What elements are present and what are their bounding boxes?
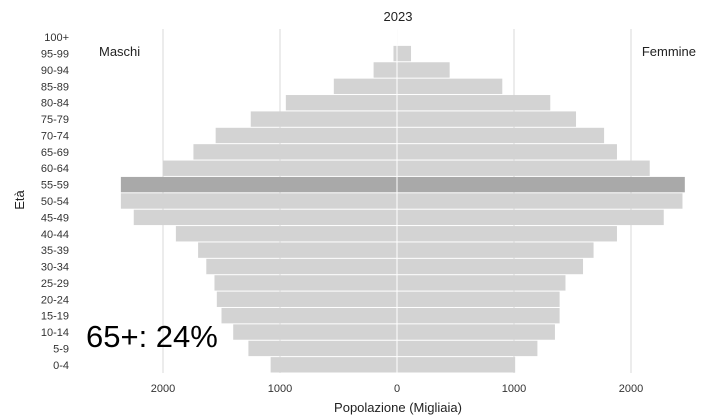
y-tick-label: 35-39 — [41, 245, 69, 257]
bar-male-15-19 — [221, 307, 397, 324]
x-tick-label: 1000 — [502, 383, 526, 395]
x-tick-label: 2000 — [619, 383, 643, 395]
bar-female-95-99 — [397, 45, 412, 62]
x-tick-label: 2000 — [151, 383, 175, 395]
bar-male-45-49 — [133, 209, 397, 226]
bar-male-65-69 — [193, 144, 397, 160]
y-tick-label: 50-54 — [41, 196, 69, 208]
bar-female-55-59 — [397, 176, 685, 193]
y-tick-label: 20-24 — [41, 294, 69, 306]
y-tick-label: 45-49 — [41, 212, 69, 224]
y-tick-label: 75-79 — [41, 114, 69, 126]
y-tick-label: 85-89 — [41, 81, 69, 93]
bar-male-50-54 — [120, 193, 397, 209]
y-tick-label: 95-99 — [41, 49, 69, 61]
bar-female-40-44 — [397, 226, 617, 242]
bars — [120, 29, 685, 373]
bar-female-35-39 — [397, 242, 594, 258]
bar-female-15-19 — [397, 307, 560, 324]
bar-female-75-79 — [397, 111, 577, 127]
bar-male-70-74 — [215, 127, 397, 144]
bar-female-80-84 — [397, 95, 551, 111]
bar-male-5-9 — [248, 340, 397, 357]
y-tick-label: 40-44 — [41, 229, 69, 241]
bar-male-85-89 — [333, 78, 397, 95]
y-tick-label: 65-69 — [41, 147, 69, 159]
y-tick-label: 90-94 — [41, 65, 69, 77]
legend-female: Femmine — [642, 44, 696, 59]
y-axis-label: Età — [12, 189, 27, 209]
bar-female-25-29 — [397, 275, 566, 291]
x-tick-labels: 2000 1000 0 1000 2000 — [151, 383, 643, 395]
y-tick-label: 10-14 — [41, 327, 69, 339]
bar-male-60-64 — [163, 160, 397, 176]
bar-female-30-34 — [397, 258, 584, 275]
bar-female-20-24 — [397, 291, 560, 307]
y-tick-label: 30-34 — [41, 262, 69, 274]
bar-female-45-49 — [397, 209, 664, 226]
y-tick-label: 80-84 — [41, 98, 69, 110]
bar-male-90-94 — [373, 62, 397, 78]
bar-female-0-4 — [397, 357, 516, 373]
bar-male-35-39 — [198, 242, 397, 258]
bar-male-40-44 — [175, 226, 397, 242]
bar-male-95-99 — [393, 45, 397, 62]
y-tick-label: 15-19 — [41, 311, 69, 323]
bar-female-70-74 — [397, 127, 605, 144]
bar-male-20-24 — [216, 291, 397, 307]
y-tick-labels: 0-4 5-9 10-14 15-19 20-24 25-29 30-34 35-39 40-4… — [41, 32, 69, 372]
x-axis-label: Popolazione (Migliaia) — [334, 400, 462, 415]
bar-male-80-84 — [285, 95, 397, 111]
legend-male: Maschi — [99, 44, 140, 59]
bar-female-10-14 — [397, 324, 555, 340]
bar-male-55-59 — [120, 176, 397, 193]
bar-female-60-64 — [397, 160, 650, 176]
bar-female-5-9 — [397, 340, 538, 357]
bar-male-30-34 — [206, 258, 397, 275]
y-tick-label: 25-29 — [41, 278, 69, 290]
y-tick-label: 0-4 — [53, 360, 69, 372]
x-tick-label: 0 — [394, 383, 400, 395]
elderly-share-annotation: 65+: 24% — [86, 319, 218, 354]
bar-male-75-79 — [250, 111, 397, 127]
y-tick-label: 70-74 — [41, 130, 69, 142]
y-tick-label: 100+ — [44, 32, 69, 44]
bar-female-65-69 — [397, 144, 617, 160]
bar-female-85-89 — [397, 78, 503, 95]
y-tick-label: 5-9 — [53, 343, 69, 355]
x-tick-label: 1000 — [268, 383, 292, 395]
bar-male-10-14 — [233, 324, 397, 340]
bar-female-50-54 — [397, 193, 683, 209]
bar-male-0-4 — [270, 357, 397, 373]
y-tick-label: 55-59 — [41, 180, 69, 192]
y-tick-label: 60-64 — [41, 163, 69, 175]
chart-title: 2023 — [384, 9, 413, 24]
bar-female-90-94 — [397, 62, 450, 78]
bar-male-25-29 — [214, 275, 397, 291]
